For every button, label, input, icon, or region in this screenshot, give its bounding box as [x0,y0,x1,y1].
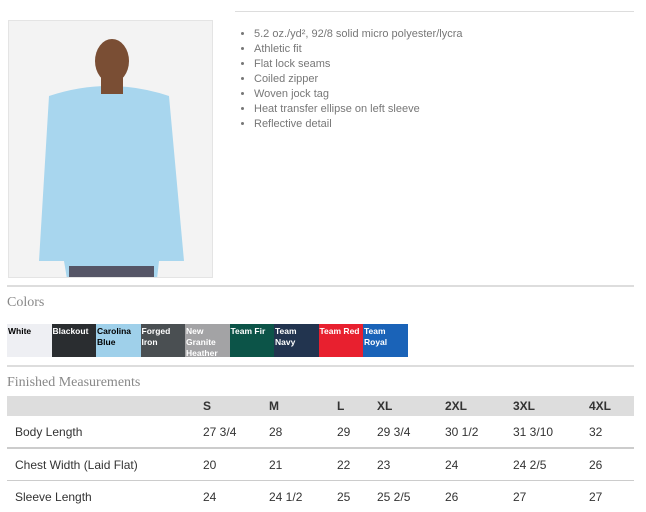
color-swatch[interactable]: Team Royal [363,324,408,357]
measurement-cell: 32 [588,416,634,448]
color-swatch[interactable]: Team Fir [230,324,275,357]
model-wearing-quarter-zip-image [9,21,213,278]
divider [235,11,634,12]
color-swatch[interactable]: Team Red [319,324,364,357]
divider [7,285,634,287]
row-label: Sleeve Length [7,481,202,512]
measurement-cell: 23 [376,448,444,481]
measurement-cell: 29 3/4 [376,416,444,448]
feature-list: 5.2 oz./yd², 92/8 solid micro polyester/… [240,27,462,132]
measurement-cell: 24 2/5 [512,448,588,481]
size-header: M [268,396,336,416]
color-swatch[interactable]: Blackout [52,324,97,357]
row-label: Body Length [7,416,202,448]
measurement-cell: 27 [512,481,588,512]
measurement-cell: 26 [588,448,634,481]
color-swatch[interactable]: Team Navy [274,324,319,357]
measurement-cell: 24 1/2 [268,481,336,512]
feature-item: Athletic fit [254,42,462,57]
color-swatch[interactable]: White [7,324,52,357]
measurement-cell: 26 [444,481,512,512]
product-image [8,20,213,278]
color-swatch[interactable]: Forged Iron [141,324,186,357]
measurement-cell: 28 [268,416,336,448]
size-header: 3XL [512,396,588,416]
size-header: 4XL [588,396,634,416]
measurement-cell: 21 [268,448,336,481]
measurement-cell: 20 [202,448,268,481]
measurement-cell: 25 [336,481,376,512]
feature-item: Reflective detail [254,117,462,132]
feature-item: 5.2 oz./yd², 92/8 solid micro polyester/… [254,27,462,42]
measurements-heading: Finished Measurements [7,375,140,391]
feature-item: Coiled zipper [254,72,462,87]
color-swatch[interactable]: Carolina Blue [96,324,141,357]
size-header: S [202,396,268,416]
size-header: L [336,396,376,416]
measurement-cell: 30 1/2 [444,416,512,448]
measurement-cell: 31 3/10 [512,416,588,448]
size-header: XL [376,396,444,416]
color-swatch[interactable]: New Granite Heather [185,324,230,357]
measurement-cell: 25 2/5 [376,481,444,512]
measurement-cell: 29 [336,416,376,448]
row-label: Chest Width (Laid Flat) [7,448,202,481]
feature-item: Flat lock seams [254,57,462,72]
colors-heading: Colors [7,295,44,311]
divider [7,365,634,367]
measurement-cell: 22 [336,448,376,481]
measurement-cell: 24 [444,448,512,481]
size-header: 2XL [444,396,512,416]
measurement-cell: 27 [588,481,634,512]
feature-item: Woven jock tag [254,87,462,102]
feature-item: Heat transfer ellipse on left sleeve [254,102,462,117]
measurement-cell: 24 [202,481,268,512]
measurement-cell: 27 3/4 [202,416,268,448]
